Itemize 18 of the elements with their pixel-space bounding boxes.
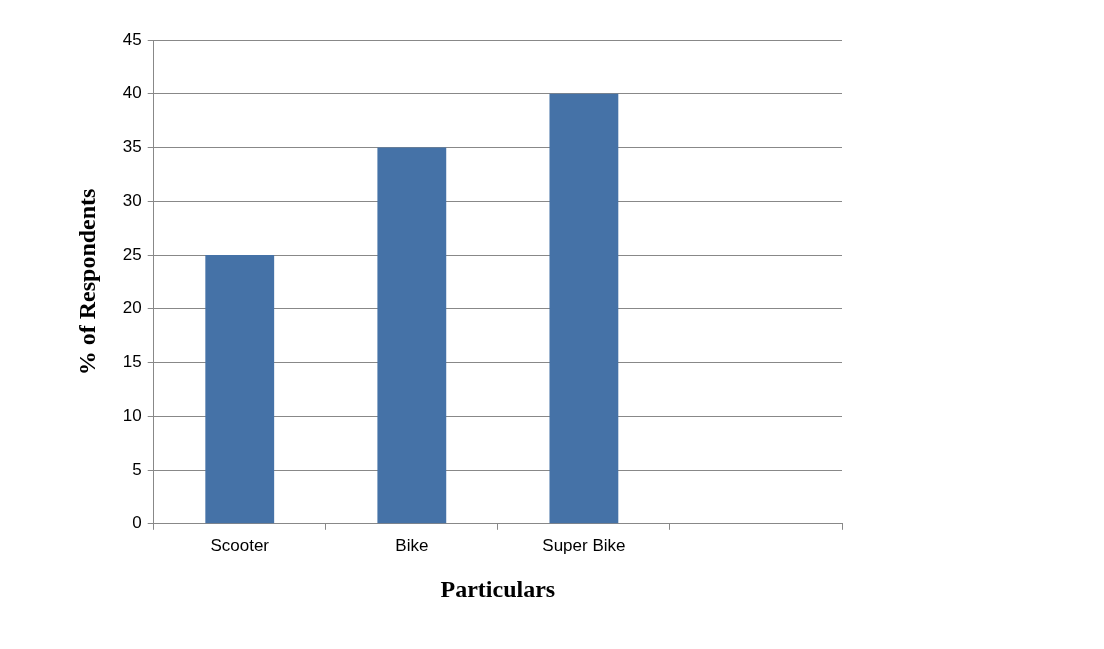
y-tick-label: 40: [122, 83, 142, 103]
bar: [377, 147, 447, 524]
y-tick-label: 45: [122, 29, 142, 49]
x-tick-label: Bike: [395, 535, 429, 555]
y-tick-label: 15: [122, 352, 142, 372]
y-tick-label: 25: [122, 244, 142, 264]
x-axis-title: Particulars: [440, 575, 556, 602]
y-tick-label: 0: [132, 513, 142, 533]
y-tick-label: 35: [122, 137, 142, 157]
y-tick-label: 10: [122, 405, 142, 425]
x-tick-label: Scooter: [210, 535, 270, 555]
x-tick-label: Super Bike: [542, 535, 626, 555]
bar: [205, 255, 275, 524]
y-tick-label: 20: [122, 298, 142, 318]
bar: [549, 93, 619, 524]
y-tick-label: 30: [122, 190, 142, 210]
y-tick-label: 5: [132, 459, 142, 479]
y-axis-title: % of Respondents: [73, 188, 100, 376]
